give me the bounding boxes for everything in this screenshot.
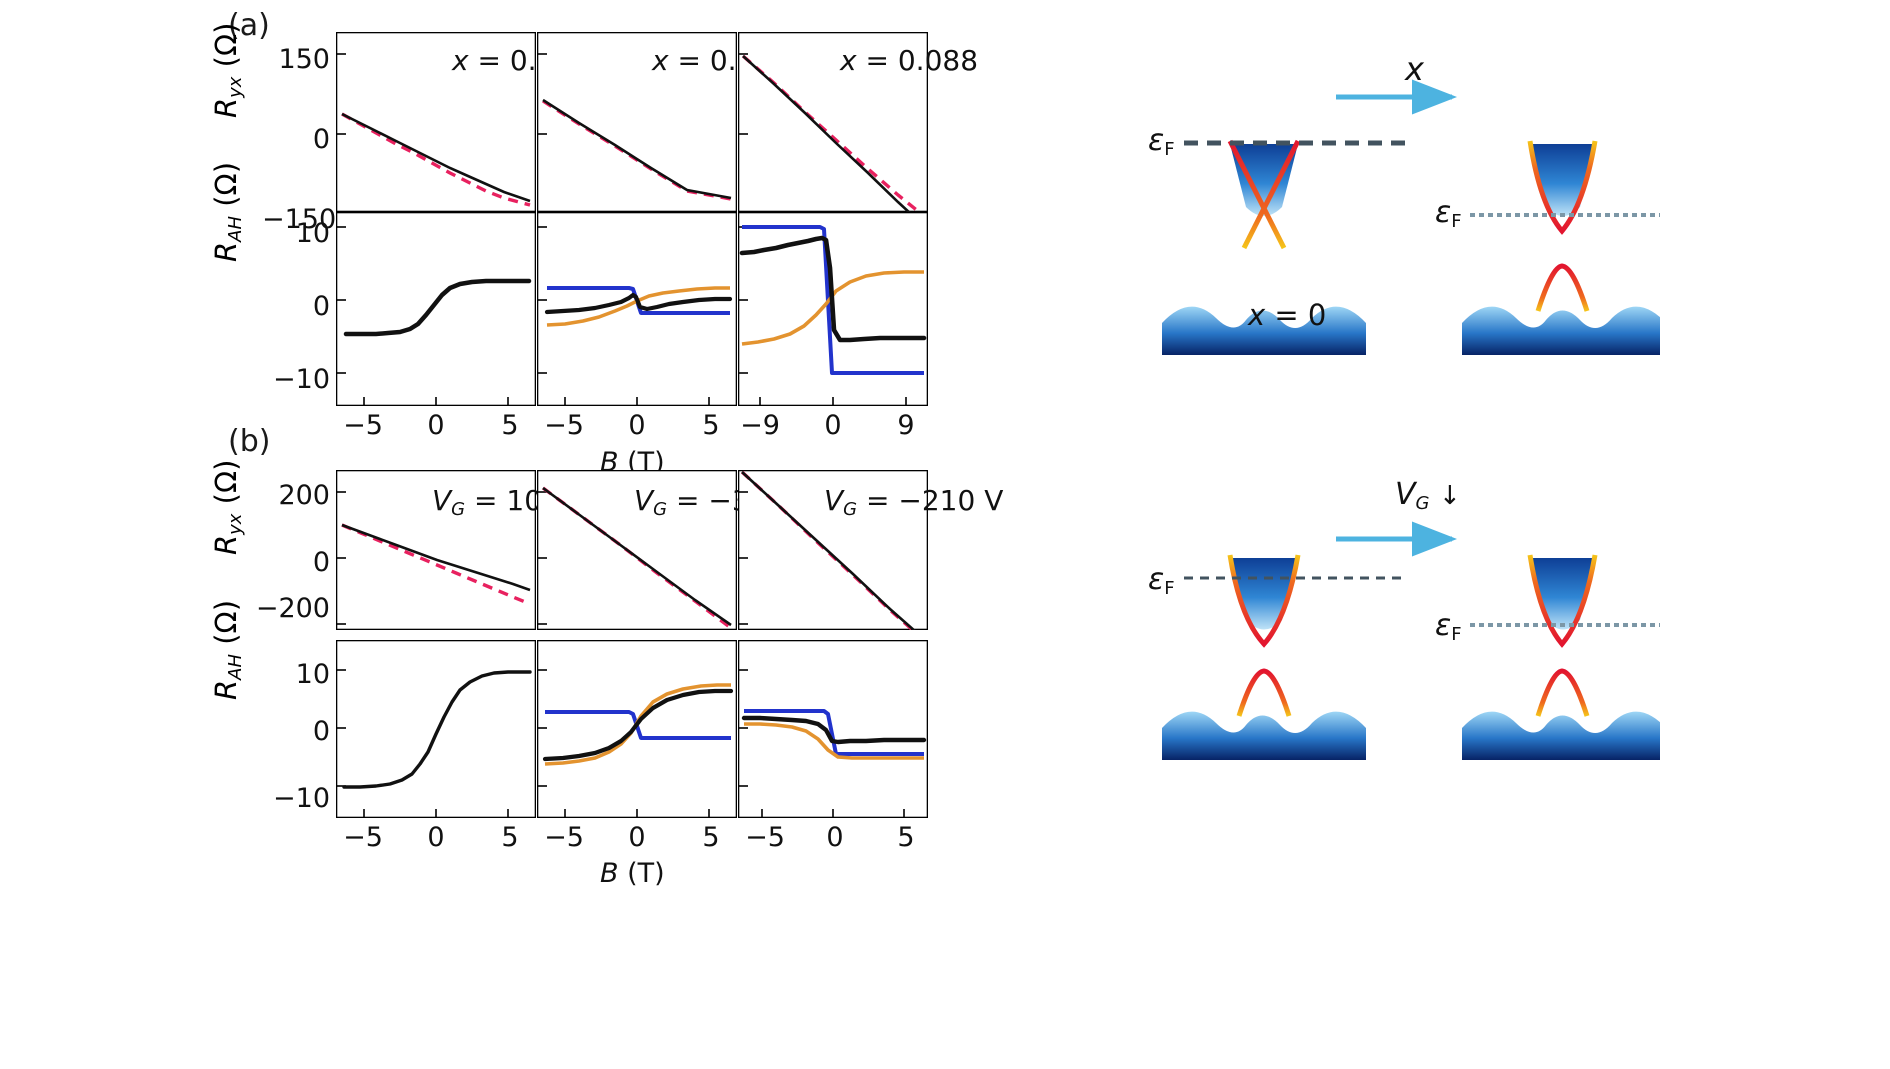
panel-b-col3-xtick-0: 0 — [826, 822, 844, 853]
panel-a-col3-title-val: 0.088 — [897, 44, 979, 77]
panel-a-col2-rah-plot — [537, 212, 737, 406]
panel-a-col1-title-var: x — [452, 44, 469, 77]
panel-b-x-axis-title: B (T) — [600, 858, 665, 889]
panel-a-band-left-ef-label: εF — [1148, 123, 1175, 160]
panel-b-band-arrow-var: V — [1395, 477, 1416, 512]
panel-b-col3-xtick-5: 5 — [897, 822, 915, 853]
down-arrow-icon: ↓ — [1439, 481, 1461, 511]
panel-b-col1-title-eq: = — [474, 484, 498, 517]
panel-b-ef-right-eps: ε — [1435, 608, 1452, 643]
panel-b-col3-title-sub: G — [843, 499, 858, 521]
panel-a-col2-xtick-neg5: −5 — [544, 410, 584, 441]
panel-a-ytick-bot0: 0 — [312, 291, 330, 322]
panel-a-col3-title-var: x — [840, 44, 857, 77]
panel-b-col2-xtick-5: 5 — [702, 822, 720, 853]
panel-b-col3-title: VG = −210 V — [824, 484, 1003, 520]
panel-a-col3-xtick-0: 0 — [824, 410, 842, 441]
panel-a-col3-ryx-plot — [738, 32, 928, 212]
panel-a-ytick-150: 150 — [278, 44, 330, 75]
panel-b-col2-title-var: V — [634, 484, 654, 517]
panel-a-col1-title-eq: = — [477, 44, 501, 77]
panel-b-band-left-ef-label: εF — [1148, 562, 1175, 599]
panel-b-col1-ryx-plot — [336, 470, 536, 630]
panel-a-col2-title-eq: = — [677, 44, 701, 77]
panel-b-col3-title-eq: = — [866, 484, 890, 517]
panel-b-ytick-10: 10 — [295, 659, 330, 690]
panel-b-ef-right-sub: F — [1451, 624, 1462, 646]
panel-b-band-arrow-label: VG ↓ — [1395, 477, 1461, 514]
panel-b-ef-left-eps: ε — [1148, 562, 1165, 597]
panel-a-ytick-neg150: −150 — [262, 204, 337, 235]
panel-b-col2-xtick-0: 0 — [628, 822, 646, 853]
panel-b-col1-title-sub: G — [451, 499, 466, 521]
panel-b-ytick-200: 200 — [278, 480, 330, 511]
panel-b-band-diagram — [1140, 500, 1660, 760]
panel-a-col3-xtick-9: 9 — [897, 410, 915, 441]
panel-a-col2-xtick-5: 5 — [702, 410, 720, 441]
panel-a-band-right-ef-label: εF — [1435, 195, 1462, 232]
panel-b-col1-xtick-0: 0 — [427, 822, 445, 853]
panel-a-band-bottom-label: x = 0 — [1248, 298, 1327, 332]
panel-b-col2-xtick-neg5: −5 — [544, 822, 584, 853]
panel-a-col1-xtick-neg5: −5 — [343, 410, 383, 441]
panel-b-letter: (b) — [228, 424, 271, 459]
panel-b-ytick-bot0: 0 — [312, 716, 330, 747]
panel-b-col2-rah-plot — [537, 640, 737, 818]
panel-b-band-arrow-sub: G — [1415, 493, 1430, 515]
panel-a-col3-rah-plot — [738, 212, 928, 406]
panel-b-col2-title-sub: G — [653, 499, 668, 521]
panel-a-col3-xtick-neg9: −9 — [740, 410, 780, 441]
panel-b-ef-left-sub: F — [1164, 578, 1175, 600]
panel-b-ytick-neg200: −200 — [255, 593, 330, 624]
panel-a-band-diagram — [1140, 55, 1660, 355]
panel-a-ef-right-sub: F — [1451, 211, 1462, 233]
panel-b-band-right-ef-label: εF — [1435, 608, 1462, 645]
panel-b-col3-rah-plot — [738, 640, 928, 818]
panel-a-col2-xtick-0: 0 — [628, 410, 646, 441]
panel-a-letter: (a) — [228, 8, 270, 43]
panel-a-ef-left-eps: ε — [1148, 123, 1165, 158]
panel-a-col1-ryx-plot — [336, 32, 536, 212]
panel-b-col1-rah-plot — [336, 640, 536, 818]
panel-a-ef-right-eps: ε — [1435, 195, 1452, 230]
panel-a-col3-title-eq: = — [865, 44, 889, 77]
panel-a-col2-title-var: x — [652, 44, 669, 77]
panel-b-col1-xtick-5: 5 — [501, 822, 519, 853]
panel-b-col2-title-eq: = — [676, 484, 700, 517]
panel-b-col1-xtick-neg5: −5 — [343, 822, 383, 853]
panel-a-col1-xtick-5: 5 — [501, 410, 519, 441]
panel-b-ytick-0: 0 — [312, 547, 330, 578]
panel-a-ytick-0: 0 — [312, 124, 330, 155]
panel-b-col2-ryx-plot — [537, 470, 737, 630]
panel-a-ef-left-sub: F — [1164, 139, 1175, 161]
panel-a-ytick-10: 10 — [295, 218, 330, 249]
panel-b-ytick-neg10: −10 — [273, 783, 330, 814]
panel-b-col3-title-val: −210 V — [898, 484, 1004, 517]
panel-b-col1-title-var: V — [432, 484, 452, 517]
panel-a-col1-rah-plot — [336, 212, 536, 406]
panel-a-band-arrow-var: x — [1405, 50, 1424, 88]
panel-a-col1-xtick-0: 0 — [427, 410, 445, 441]
panel-b-col3-xtick-neg5: −5 — [745, 822, 785, 853]
panel-a-col2-ryx-plot — [537, 32, 737, 212]
panel-b-col3-title-var: V — [824, 484, 844, 517]
panel-a-ytick-neg10: −10 — [273, 364, 330, 395]
panel-a-band-arrow-label: x — [1405, 50, 1424, 88]
panel-b-col3-ryx-plot — [738, 470, 928, 630]
panel-a-col3-title: x = 0.088 — [840, 44, 978, 77]
